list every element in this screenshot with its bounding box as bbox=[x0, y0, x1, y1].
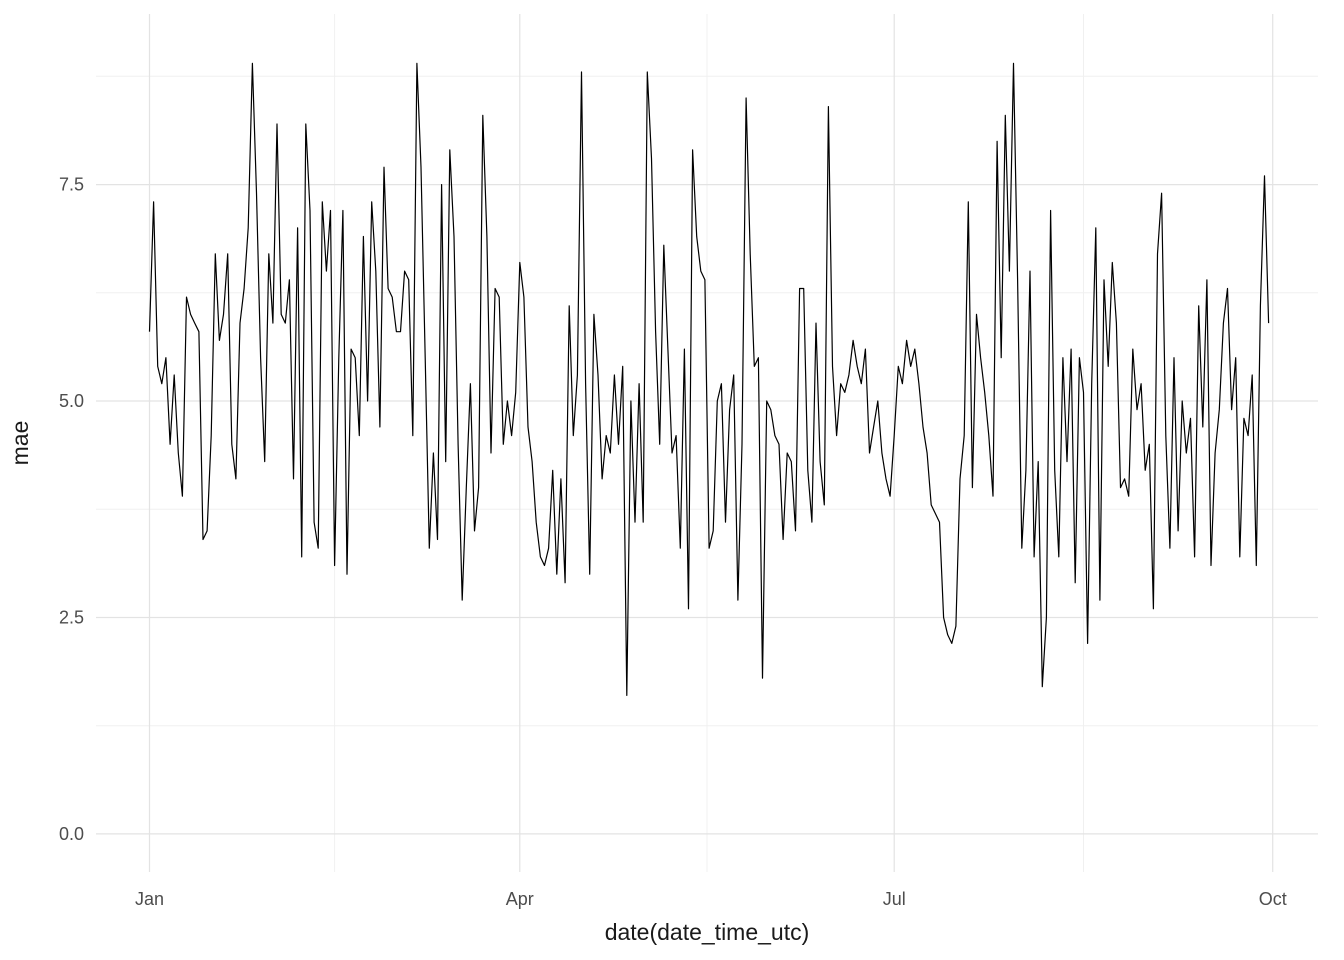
y-axis-title: mae bbox=[7, 421, 33, 466]
x-tick-label: Jan bbox=[135, 889, 164, 909]
y-tick-label: 0.0 bbox=[59, 824, 84, 844]
y-tick-label: 2.5 bbox=[59, 608, 84, 628]
x-tick-label: Oct bbox=[1259, 889, 1287, 909]
x-tick-label: Jul bbox=[883, 889, 906, 909]
x-tick-label: Apr bbox=[506, 889, 534, 909]
mae-series-line bbox=[148, 62, 1270, 696]
y-tick-label: 5.0 bbox=[59, 391, 84, 411]
y-axis-tick-labels: 0.0 2.5 5.0 7.5 bbox=[59, 175, 84, 844]
x-axis-tick-labels: Jan Apr Jul Oct bbox=[135, 889, 1287, 909]
x-axis-title: date(date_time_utc) bbox=[605, 919, 810, 945]
y-tick-label: 7.5 bbox=[59, 175, 84, 195]
